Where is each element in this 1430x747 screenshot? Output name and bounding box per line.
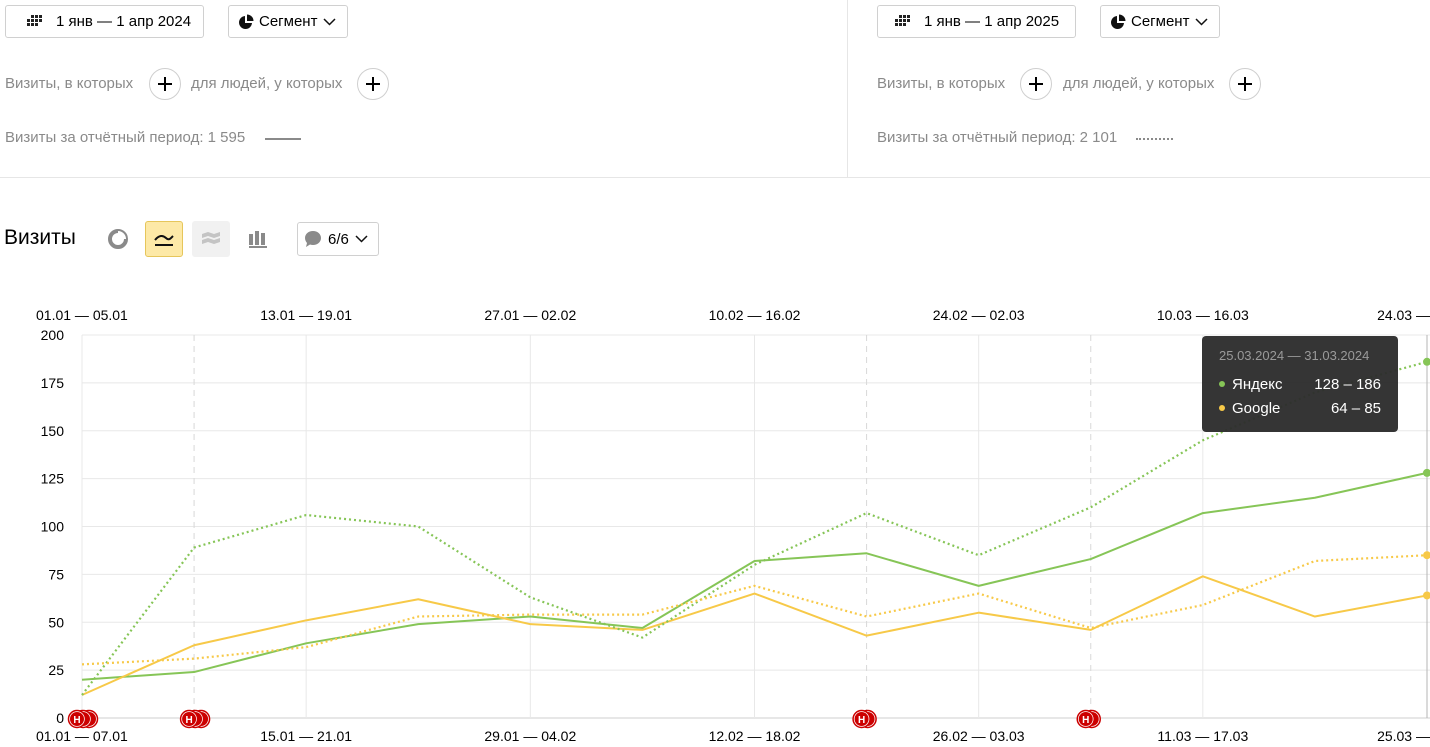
y-tick-label: 125: [41, 471, 65, 487]
series-line-google-2024: [81, 575, 1428, 696]
y-tick-label: 0: [56, 710, 64, 726]
area-chart-icon: [202, 232, 220, 244]
tooltip-series-name: Яндекс: [1232, 375, 1283, 393]
series-end-point: [1423, 357, 1430, 366]
plus-icon: [158, 77, 172, 91]
y-tick-label: 75: [48, 566, 64, 582]
comment-bubble-icon: [305, 231, 321, 247]
pie-chart-icon: [108, 229, 128, 249]
chart-tooltip: 25.03.2024 — 31.03.2024 Яндекс 128 – 186…: [1202, 336, 1398, 432]
x-bottom-label: 26.02 — 03.03: [933, 728, 1025, 744]
y-tick-label: 175: [41, 375, 65, 391]
comment-marker-label: Н: [858, 715, 865, 726]
plus-icon: [1238, 77, 1252, 91]
x-bottom-label: 29.01 — 04.02: [484, 728, 576, 744]
comment-marker-label: Н: [185, 715, 192, 726]
segment-button-2024[interactable]: Сегмент: [228, 5, 348, 38]
x-top-label: 01.01 — 05.01: [36, 307, 128, 323]
x-bottom-label: 15.01 — 21.01: [260, 728, 352, 744]
yandex-dot: [1219, 381, 1225, 387]
add-visit-condition-button[interactable]: [1020, 68, 1052, 100]
pie-chart-icon: [1110, 14, 1126, 30]
calendar-icon: [893, 14, 911, 29]
segment-label: Сегмент: [259, 13, 318, 30]
line-view-button[interactable]: [145, 221, 183, 257]
chevron-down-icon: [1195, 17, 1208, 26]
x-bottom-label: 11.03 — 17.03: [1157, 728, 1248, 744]
tooltip-series-name: Google: [1232, 399, 1281, 417]
y-tick-label: 100: [41, 519, 65, 535]
plus-icon: [1029, 77, 1043, 91]
add-people-condition-button[interactable]: [357, 68, 389, 100]
area-view-button[interactable]: [192, 221, 230, 257]
x-top-label: 10.02 — 16.02: [709, 307, 801, 323]
x-bottom-label: 12.02 — 18.02: [709, 728, 801, 744]
stacked-bar-icon: [249, 231, 267, 248]
calendar-icon: [25, 14, 43, 29]
y-tick-label: 50: [48, 614, 64, 630]
line-chart-icon: [154, 234, 174, 246]
x-top-label: 13.01 — 19.01: [260, 307, 352, 323]
y-tick-label: 25: [48, 662, 64, 678]
visits-line-chart[interactable]: 0 25 50 75 100 125 150 175 200 01.01 — 05.01 13.01…: [0, 290, 1430, 747]
period-visits-label: Визиты за отчётный период: 2 101: [877, 129, 1118, 146]
comment-marker-label: Н: [1082, 715, 1089, 726]
visits-where-label: Визиты, в которых: [5, 75, 134, 92]
add-people-condition-button[interactable]: [1229, 68, 1261, 100]
plus-icon: [366, 77, 380, 91]
comment-marker-label: Н: [73, 715, 80, 726]
y-tick-label: 150: [41, 423, 65, 439]
x-top-label: 27.01 — 02.02: [484, 307, 576, 323]
series-end-point: [1423, 468, 1430, 477]
comment-marker-fill: [1078, 712, 1093, 726]
tooltip-series-value: 128 – 186: [1314, 375, 1381, 393]
google-dot: [1219, 405, 1225, 411]
date-range-label: 1 янв — 1 апр 2025: [924, 13, 1060, 30]
series-line-yandex-2024: [81, 471, 1428, 681]
date-range-label: 1 янв — 1 апр 2024: [56, 13, 192, 30]
period-visits-label: Визиты за отчётный период: 1 595: [5, 129, 246, 146]
chevron-down-icon: [355, 235, 368, 243]
visits-where-label: Визиты, в которых: [877, 75, 1006, 92]
date-range-button-2025[interactable]: 1 янв — 1 апр 2025: [877, 5, 1076, 38]
panel-divider: [847, 0, 848, 177]
pie-chart-icon: [238, 14, 254, 30]
comments-filter-button[interactable]: 6/6: [297, 222, 379, 256]
y-tick-label: 200: [41, 327, 65, 343]
right-period-panel: 1 янв — 1 апр 2025 Сегмент Визиты, в кот…: [848, 0, 1430, 177]
tooltip-series-value: 64 – 85: [1330, 399, 1381, 417]
add-visit-condition-button[interactable]: [149, 68, 181, 100]
comment-marker-fill: [70, 712, 84, 726]
comment-marker-fill: [182, 712, 197, 726]
tooltip-date-range: 25.03.2024 — 31.03.2024: [1219, 348, 1370, 363]
header-divider: [0, 177, 1430, 178]
x-bottom-label: 25.03 —: [1377, 728, 1430, 744]
comment-marker-fill: [854, 712, 869, 726]
pie-view-button[interactable]: [99, 221, 137, 257]
comments-count: 6/6: [328, 230, 349, 248]
tooltip-row-google: Google 64 – 85: [1219, 396, 1381, 420]
tooltip-row-yandex: Яндекс 128 – 186: [1219, 372, 1381, 396]
for-people-label: для людей, у которых: [191, 75, 343, 92]
series-line-yandex-2025: [81, 360, 1428, 696]
x-top-label: 24.03 —: [1377, 307, 1430, 323]
segment-label: Сегмент: [1131, 13, 1190, 30]
series-end-point: [1423, 551, 1430, 560]
x-bottom-label: 01.01 — 07.01: [36, 728, 128, 744]
bar-view-button[interactable]: [239, 221, 277, 257]
series-line-google-2025: [81, 554, 1428, 666]
for-people-label: для людей, у которых: [1063, 75, 1215, 92]
chevron-down-icon: [323, 17, 336, 26]
date-range-button-2024[interactable]: 1 янв — 1 апр 2024: [5, 5, 204, 38]
left-period-panel: 1 янв — 1 апр 2024 Сегмент Визиты, в кот…: [0, 0, 847, 177]
x-top-label: 10.03 — 16.03: [1157, 307, 1249, 323]
chart-title: Визиты: [4, 226, 76, 249]
dotted-line-legend: [1136, 138, 1173, 140]
solid-line-legend: [265, 138, 301, 140]
x-top-label: 24.02 — 02.03: [933, 307, 1025, 323]
series-end-point: [1423, 591, 1430, 600]
segment-button-2025[interactable]: Сегмент: [1100, 5, 1220, 38]
